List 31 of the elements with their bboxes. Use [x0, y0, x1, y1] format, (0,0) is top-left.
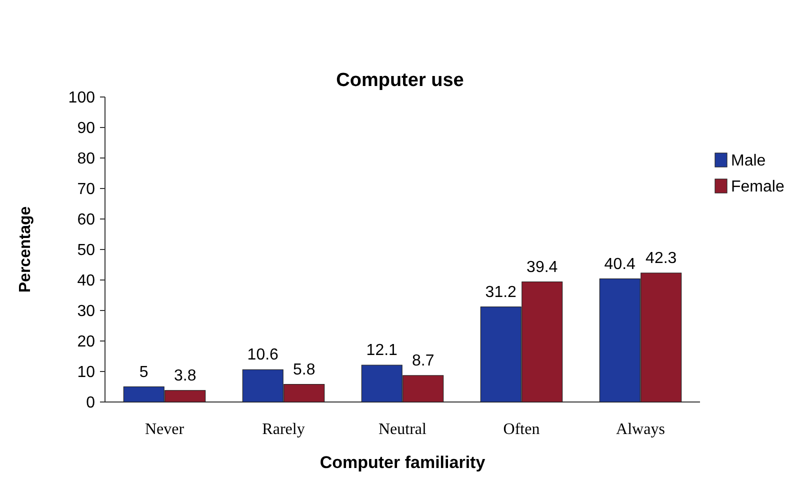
- chart-title: Computer use: [336, 70, 464, 91]
- legend-label: Male: [731, 152, 766, 170]
- y-tick-label: 0: [86, 394, 96, 412]
- y-tick-label: 40: [77, 272, 96, 290]
- x-tick-label: Always: [616, 421, 665, 438]
- data-label: 31.2: [485, 284, 517, 301]
- y-tick-label: 50: [77, 242, 96, 260]
- y-tick-label: 20: [77, 334, 96, 351]
- y-tick-label: 100: [68, 90, 96, 107]
- x-tick-label: Often: [503, 421, 540, 438]
- x-axis-title: Computer familiarity: [320, 453, 486, 472]
- legend-label: Female: [731, 178, 784, 196]
- data-label: 10.6: [247, 346, 279, 364]
- data-label: 5: [139, 364, 148, 381]
- data-label: 40.4: [604, 256, 636, 273]
- data-label: 5.8: [292, 361, 316, 378]
- y-tick-label: 10: [77, 364, 96, 382]
- data-label: 12.1: [366, 342, 398, 360]
- x-tick-label: Neutral: [378, 421, 428, 438]
- data-label: 8.7: [412, 352, 434, 370]
- data-label: 42.3: [646, 250, 677, 267]
- y-tick-label: 80: [77, 150, 96, 168]
- y-tick-label: 30: [77, 303, 96, 320]
- y-tick-label: 60: [77, 212, 96, 229]
- x-tick-label: Rarely: [262, 421, 305, 438]
- y-tick-label: 70: [77, 181, 96, 198]
- data-label: 3.8: [174, 367, 196, 384]
- data-label: 39.4: [526, 258, 558, 276]
- x-tick-label: Never: [144, 421, 185, 438]
- y-axis-title: Percentage: [17, 206, 34, 293]
- y-tick-label: 90: [77, 120, 96, 138]
